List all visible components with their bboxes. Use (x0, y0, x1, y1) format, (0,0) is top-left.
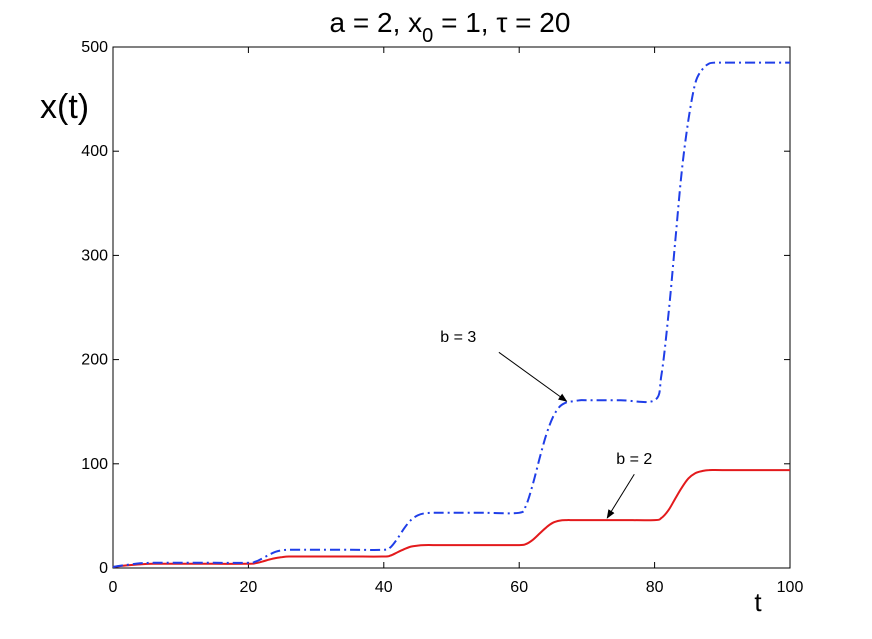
annotation-label: b = 3 (440, 329, 476, 346)
x-tick-label: 40 (375, 579, 393, 596)
y-tick-label: 100 (81, 456, 108, 473)
y-axis-label: x(t) (40, 88, 89, 126)
annotation-arrow (606, 473, 635, 519)
x-axis-label: t (754, 587, 762, 617)
y-tick-label: 200 (81, 352, 108, 369)
y-tick-label: 500 (81, 39, 108, 56)
plot-area (112, 46, 791, 569)
x-tick-label: 0 (109, 579, 118, 596)
plot-frame (112, 46, 791, 569)
annotations: b = 3 b = 2 (440, 329, 652, 519)
series-line-b-2 (112, 469, 790, 568)
y-tick-label: 0 (99, 560, 108, 577)
y-axis-ticks: 0 100 200 300 400 500 (81, 39, 790, 577)
annotation-arrow (498, 351, 568, 402)
y-tick-label: 400 (81, 143, 108, 160)
series-lines (112, 61, 790, 568)
x-tick-label: 60 (510, 579, 528, 596)
chart-title: a = 2, x0 = 1, τ = 20 (330, 7, 571, 47)
annotation-label: b = 2 (616, 451, 652, 468)
chart-title-subscript: 0 (422, 25, 433, 47)
y-tick-label: 300 (81, 247, 108, 264)
x-tick-label: 80 (646, 579, 664, 596)
x-tick-label: 20 (240, 579, 258, 596)
series-line-b-3 (112, 61, 790, 568)
x-tick-label: 100 (777, 579, 804, 596)
x-axis-ticks: 0 20 40 60 80 100 (109, 47, 804, 596)
